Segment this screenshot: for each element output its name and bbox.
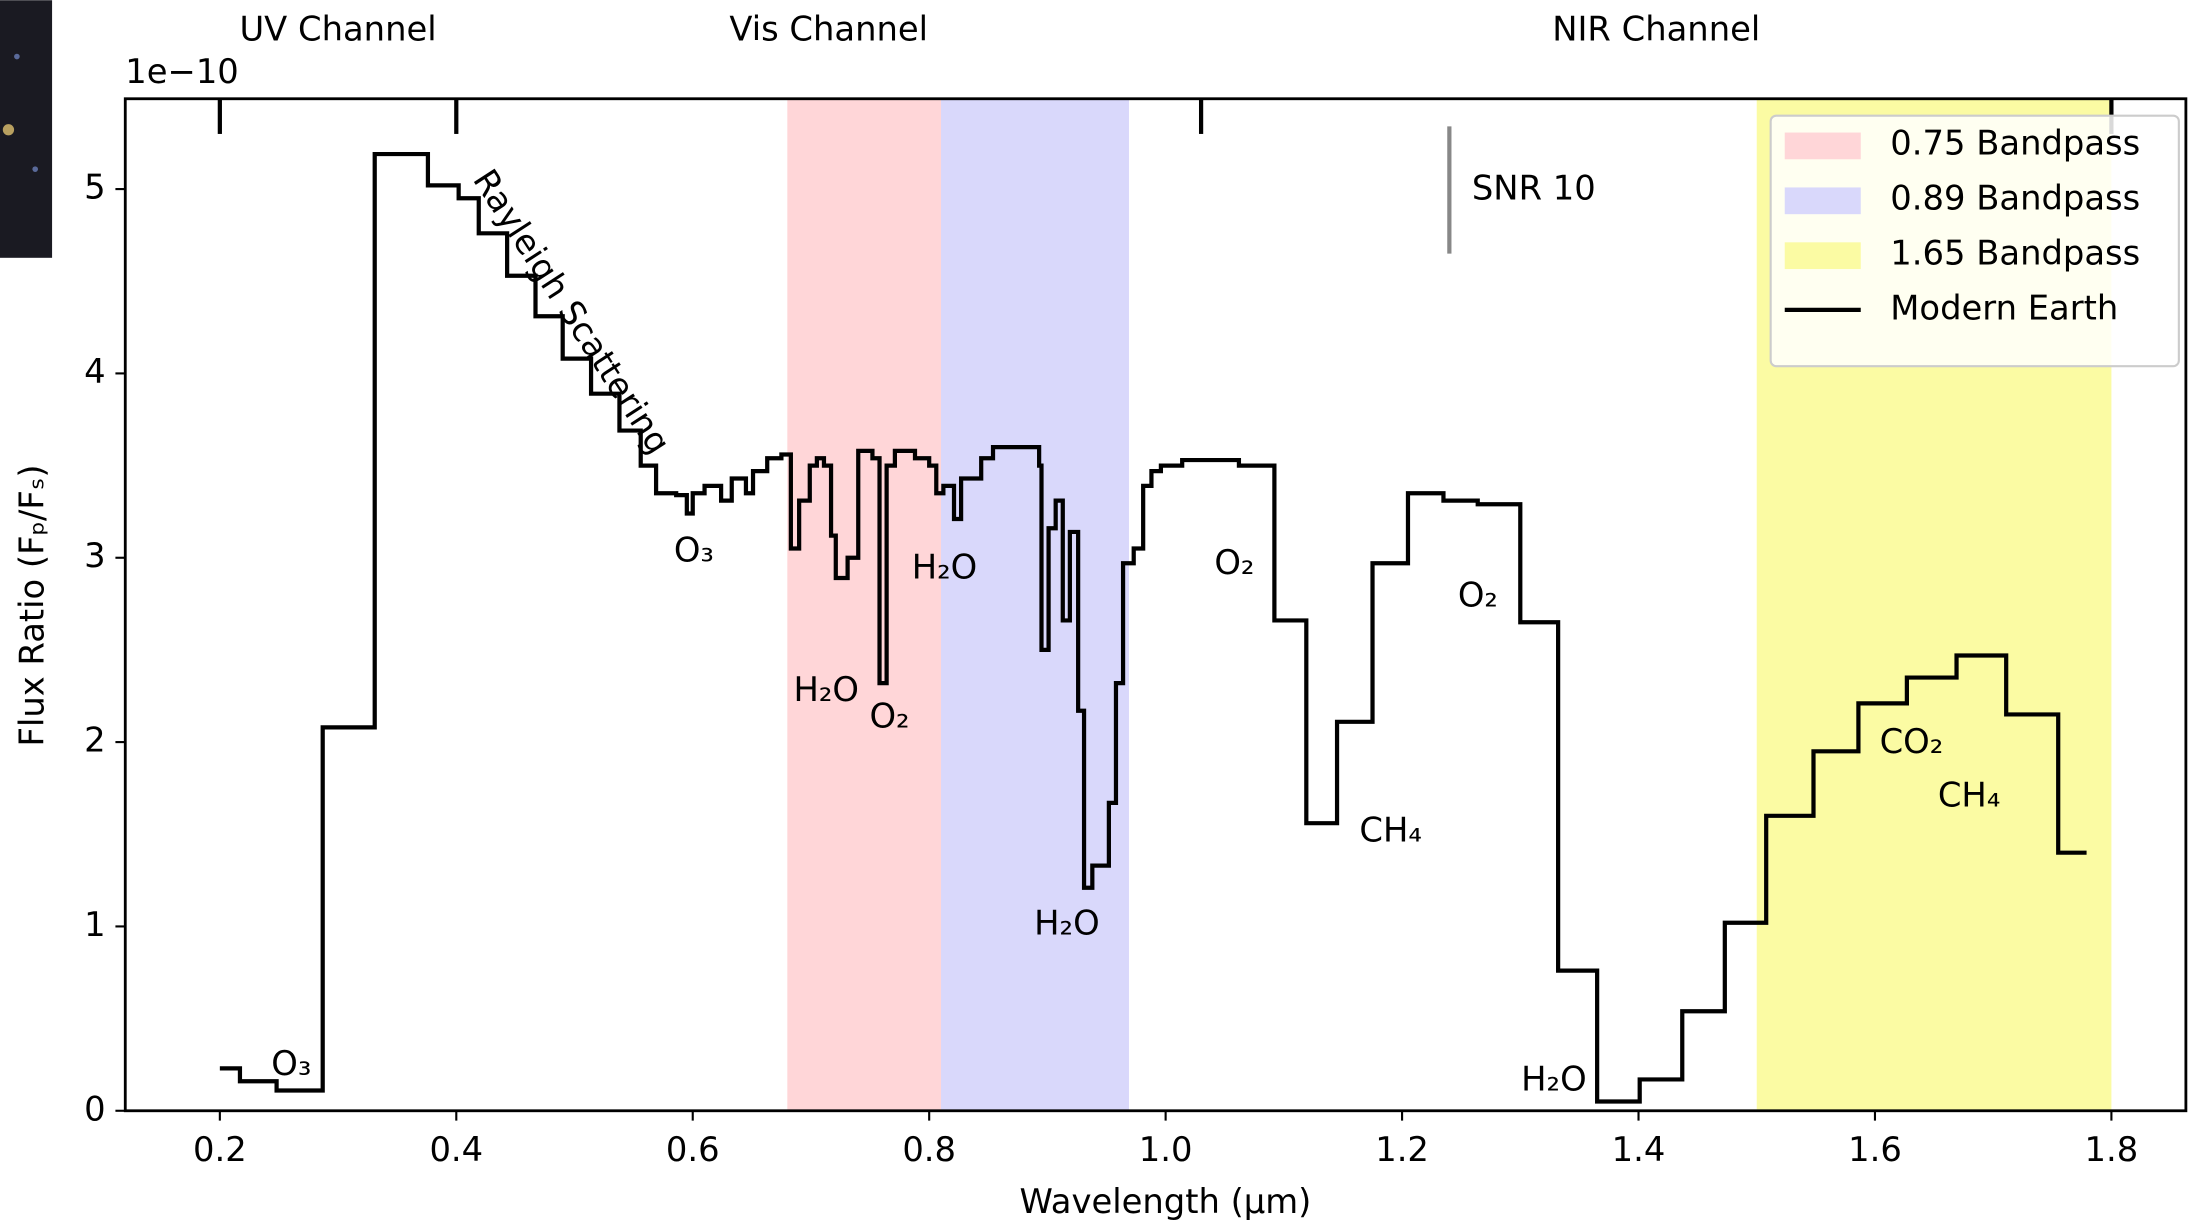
bandpass xyxy=(787,98,942,1111)
legend-label: Modern Earth xyxy=(1890,288,2118,327)
x-tick-label: 0.4 xyxy=(429,1130,483,1169)
photo-dot xyxy=(32,166,39,172)
annotation: O₃ xyxy=(271,1044,311,1083)
y-axis-label: Flux Ratio (Fₚ/Fₛ) xyxy=(12,464,51,746)
x-tick-label: 0.6 xyxy=(666,1130,720,1169)
x-axis-label: Wavelength (µm) xyxy=(1020,1182,1312,1221)
annotation: O₃ xyxy=(674,530,714,569)
y-tick-label: 1 xyxy=(84,905,105,944)
annotation: O₂ xyxy=(869,697,909,736)
axes-frame xyxy=(123,97,2188,1113)
x-tick-label: 0.8 xyxy=(902,1130,956,1169)
photo-dot xyxy=(14,53,20,60)
annotation: H₂O xyxy=(793,670,859,709)
photo-dot xyxy=(2,124,15,136)
bandpass xyxy=(941,98,1129,1111)
legend-label: 1.65 Bandpass xyxy=(1890,233,2140,272)
x-tick-label: 1.8 xyxy=(2085,1130,2139,1169)
y-tick-label: 2 xyxy=(84,721,105,760)
annotation: H₂O xyxy=(912,547,978,586)
annotation: Rayleigh Scattering xyxy=(465,162,678,460)
annotation: O₂ xyxy=(1214,543,1254,582)
legend-swatch xyxy=(1784,242,1861,270)
x-tick-label: 1.4 xyxy=(1612,1130,1666,1169)
x-tick-label: 1.6 xyxy=(1848,1130,1902,1169)
plot-area: 0.2 0.4 0.6 0.8 1.0 1.2 1.4 1.6 1.8 0 1 2 3 4 5 UV Chan… xyxy=(84,10,2188,1169)
legend-label: 0.75 Bandpass xyxy=(1890,124,2140,163)
channel-label: UV Channel xyxy=(239,10,436,49)
legend-swatch xyxy=(1784,187,1861,215)
annotation: CH₄ xyxy=(1938,775,2001,814)
spectrum-line xyxy=(219,151,2087,1104)
axis-multiplier: 1e−10 xyxy=(125,52,239,91)
x-tick-label: 1.0 xyxy=(1139,1130,1193,1169)
annotation: CO₂ xyxy=(1880,722,1944,761)
annotation: CH₄ xyxy=(1359,811,1422,850)
snr-label: SNR 10 xyxy=(1472,169,1596,208)
y-tick-label: 4 xyxy=(84,352,105,391)
x-tick-label: 1.2 xyxy=(1375,1130,1429,1169)
legend-swatch xyxy=(1784,132,1861,160)
x-tick-label: 0.2 xyxy=(193,1130,247,1169)
y-tick-label: 0 xyxy=(84,1089,105,1128)
annotation: O₂ xyxy=(1458,576,1498,615)
y-tick-label: 5 xyxy=(84,168,105,207)
annotation: H₂O xyxy=(1521,1060,1587,1099)
legend-box xyxy=(1769,114,2180,368)
channel-label: NIR Channel xyxy=(1552,10,1760,49)
channel-label: Vis Channel xyxy=(729,10,928,49)
annotation: H₂O xyxy=(1034,903,1100,942)
legend-label: 0.89 Bandpass xyxy=(1890,179,2140,218)
y-tick-label: 3 xyxy=(84,536,105,575)
